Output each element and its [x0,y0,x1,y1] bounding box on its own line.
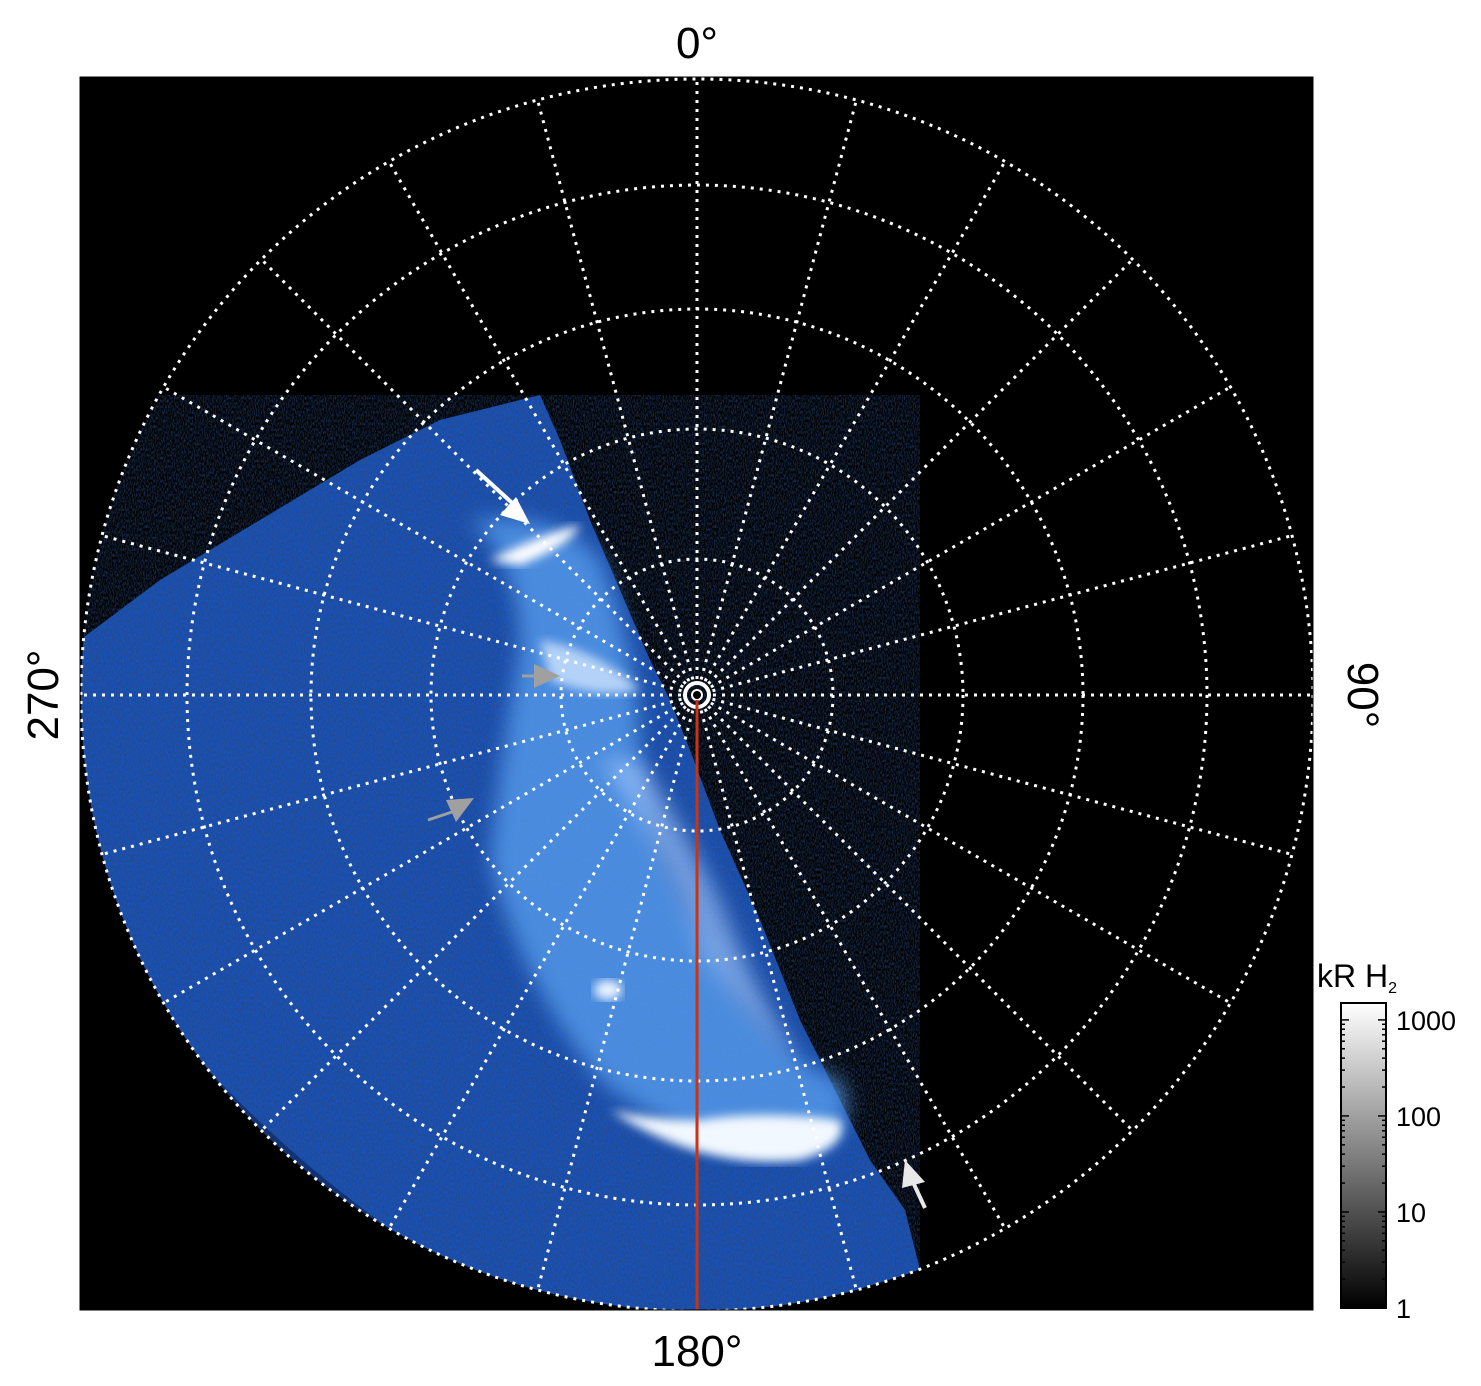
grid-meridian [703,160,1007,682]
grid-meridian [710,385,1232,689]
colorbar-ticks: 1000 100 10 1 [1341,1006,1456,1324]
plot-frame [79,76,1314,1311]
grid-meridian [707,705,1134,1132]
auroral-arc-mid [540,640,640,694]
grid-ring [80,77,1313,1310]
grid-meridian [387,708,691,1230]
auroral-band-inner [600,760,800,1060]
grid-meridian [101,697,682,856]
colorbar-title: kR H2 [1317,958,1397,997]
label-right: 90° [1338,662,1387,729]
grid-meridian [703,708,1007,1230]
colorbar-tick-label: 100 [1396,1102,1441,1132]
colorbar-tick-label: 1 [1396,1294,1411,1324]
grid-meridian [707,258,1134,685]
gray-arrow-mid-head [534,664,560,688]
auroral-spot [594,980,622,1000]
label-left: 270° [19,649,68,740]
pole-marker-inner [691,689,703,701]
auroral-arc-upper [490,525,580,565]
colorbar-tick-label: 1000 [1396,1006,1456,1036]
label-bottom: 180° [651,1327,742,1376]
white-arrow-lower-head [902,1160,925,1188]
gray-arrow-lower-head [446,798,474,822]
white-arrow-upper-head [500,497,530,524]
grid-meridian [712,534,1293,693]
grid-meridians [81,79,1313,1310]
grid-meridian [260,705,687,1132]
gray-arrow-lower [427,810,453,822]
grid-meridian [536,99,695,680]
emission-region [81,395,920,1310]
grid-meridian [387,160,691,682]
grid-meridian [260,258,687,685]
polar-plot [79,76,1314,1311]
auroral-oval-bright [610,1110,842,1162]
grid-meridian [699,99,858,680]
colorbar-title-sub: 2 [1388,980,1397,997]
label-top: 0° [676,19,718,68]
colorbar-title-main: kR H [1317,958,1388,994]
grid-meridian [712,697,1293,856]
grid-meridian [710,701,1232,1005]
colorbar-gradient [1340,1002,1387,1309]
annotation-arrows [427,468,927,1209]
grid-meridian [699,710,858,1291]
colorbar-tick-label: 10 [1396,1198,1426,1228]
grid-meridian [536,710,695,1291]
grid-meridian [162,385,684,689]
grid-meridian [101,534,682,693]
grid-ring [429,427,965,963]
colorbar: kR H2 1000 100 10 1 [1317,958,1456,1324]
grid-meridian [162,701,684,1005]
